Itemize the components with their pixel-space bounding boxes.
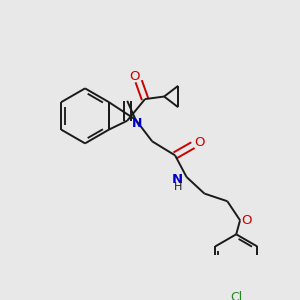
Text: H: H — [173, 182, 182, 192]
Text: N: N — [132, 117, 142, 130]
Text: O: O — [194, 136, 205, 148]
Text: N: N — [172, 173, 183, 186]
Text: O: O — [129, 70, 139, 83]
Text: Cl: Cl — [230, 291, 242, 300]
Text: O: O — [241, 214, 252, 227]
